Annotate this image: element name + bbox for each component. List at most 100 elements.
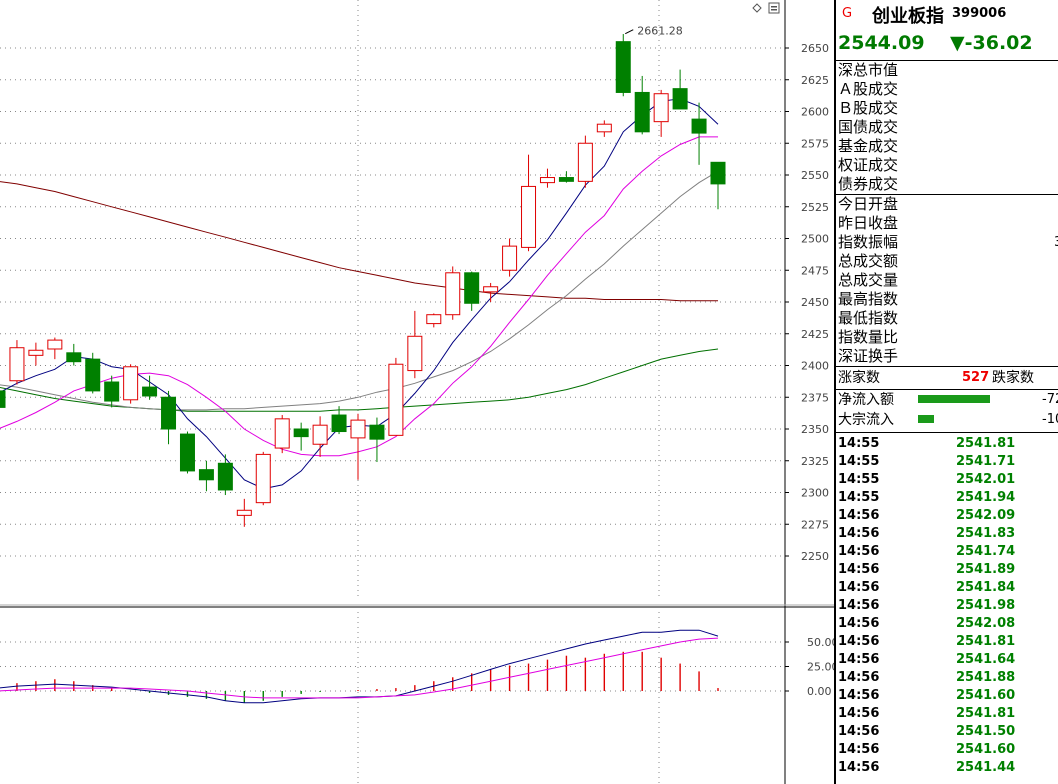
tick-time: 14:56 — [838, 526, 880, 541]
y-tick-label: 2575 — [801, 137, 829, 150]
y-tick-label: 2300 — [801, 487, 829, 500]
tick-time: 14:56 — [838, 688, 880, 703]
stat-row: 总成交量 — [836, 271, 1058, 290]
stat-row: 昨日收盘 — [836, 214, 1058, 233]
stat-row: 最低指数 — [836, 309, 1058, 328]
stat-row: 今日开盘 — [836, 195, 1058, 214]
flow-row: 净流入额 -72 — [836, 390, 1058, 410]
stat-label: 指数振幅 — [838, 233, 899, 251]
tick-time: 14:56 — [838, 742, 880, 757]
candle — [350, 419, 366, 439]
tick-time: 14:55 — [838, 490, 880, 505]
y-tick-label: 25.00 — [807, 661, 834, 674]
candle — [236, 509, 252, 516]
candle — [388, 363, 404, 436]
advance-decline-row: 涨家数 527 跌家数 — [836, 367, 1058, 390]
tick-time: 14:56 — [838, 598, 880, 613]
tick-price: 2541.84 — [956, 580, 1016, 595]
settings-icon[interactable] — [768, 2, 780, 14]
stat-label: Ａ股成交 — [838, 80, 899, 98]
candle — [653, 93, 669, 123]
flow-value: -10 — [1042, 412, 1058, 427]
candle — [634, 91, 650, 133]
flow-label: 净流入额 — [838, 392, 894, 408]
tick-time: 14:56 — [838, 634, 880, 649]
tick-price: 2541.83 — [956, 526, 1016, 541]
candle — [104, 381, 120, 402]
y-tick-label: 2650 — [801, 42, 829, 55]
ma10-line — [0, 136, 718, 457]
high-annotation-label: 2661.28 — [637, 25, 683, 38]
candle — [47, 339, 63, 350]
ma20-line — [0, 170, 719, 411]
y-tick-label: 2425 — [801, 328, 829, 341]
candle — [274, 418, 290, 449]
y-tick-label: 2525 — [801, 201, 829, 214]
stat-row: 指数量比 — [836, 328, 1058, 347]
stat-value: 3 — [1054, 233, 1058, 252]
tick-list[interactable]: 14:55 2541.81 14:55 2541.71 14:55 2542.01 14:5… — [836, 432, 1058, 777]
stat-label: 国债成交 — [838, 118, 899, 136]
candle — [9, 347, 25, 382]
y-tick-label: 2400 — [801, 360, 829, 373]
tick-price: 2541.60 — [956, 742, 1016, 757]
tick-row: 14:56 2541.81 — [836, 633, 1058, 651]
stat-label: 最低指数 — [838, 309, 899, 327]
dea-line — [0, 637, 719, 699]
tick-price: 2542.08 — [956, 616, 1016, 631]
stat-label: 债券成交 — [838, 175, 899, 193]
y-tick-label: 2550 — [801, 169, 829, 182]
y-tick-label: 50.00 — [807, 636, 834, 649]
y-tick-label: 2250 — [801, 550, 829, 563]
tick-row: 14:55 2541.81 — [836, 435, 1058, 453]
y-tick-label: 2500 — [801, 233, 829, 246]
stat-label: 权证成交 — [838, 156, 899, 174]
tick-row: 14:55 2542.01 — [836, 471, 1058, 489]
candle — [407, 335, 423, 372]
ma60-line — [0, 348, 719, 412]
tick-time: 14:55 — [838, 472, 880, 487]
chart-area[interactable]: 2650 2625 2600 2575 2550 2525 2500 2475 2450 2425… — [0, 0, 834, 784]
tick-price: 2541.81 — [956, 436, 1016, 451]
tick-price: 2541.71 — [956, 454, 1016, 469]
tick-row: 14:56 2541.64 — [836, 651, 1058, 669]
turnover-list: 深总市值 Ａ股成交 Ｂ股成交 国债成交 基金成交 权证成交 债券成交 — [836, 61, 1058, 195]
candle — [123, 366, 139, 401]
tick-price: 2541.88 — [956, 670, 1016, 685]
candle — [464, 272, 480, 304]
tick-price: 2542.09 — [956, 508, 1016, 523]
candlestick-chart[interactable]: 2650 2625 2600 2575 2550 2525 2500 2475 2450 2425… — [0, 0, 834, 784]
stat-label: 昨日收盘 — [838, 214, 899, 232]
stat-row: 最高指数 — [836, 290, 1058, 309]
y-tick-label: 2475 — [801, 264, 829, 277]
tick-time: 14:56 — [838, 706, 880, 721]
tick-price: 2541.98 — [956, 598, 1016, 613]
tick-row: 14:56 2542.08 — [836, 615, 1058, 633]
candle — [445, 272, 461, 316]
candle — [312, 424, 328, 445]
y-tick-label: 2625 — [801, 74, 829, 87]
flow-label: 大宗流入 — [838, 412, 894, 428]
down-count: 527 — [962, 370, 990, 385]
ma120-line — [0, 181, 718, 302]
candle — [426, 314, 442, 325]
tick-price: 2541.89 — [956, 562, 1016, 577]
index-marker: G — [842, 6, 853, 21]
tick-row: 14:56 2541.88 — [836, 669, 1058, 687]
stat-row: 总成交额 — [836, 252, 1058, 271]
tick-time: 14:56 — [838, 670, 880, 685]
candle — [255, 453, 271, 504]
index-change: ▼-36.02 — [950, 32, 1033, 54]
candle — [217, 462, 233, 491]
y-tick-label: 2600 — [801, 106, 829, 119]
tick-row: 14:56 2541.60 — [836, 741, 1058, 759]
stat-label: 深总市值 — [838, 61, 899, 79]
tick-row: 14:56 2541.83 — [836, 525, 1058, 543]
index-price: 2544.09 — [838, 32, 925, 54]
candle — [85, 358, 101, 392]
diamond-icon[interactable] — [752, 3, 762, 13]
tick-price: 2541.81 — [956, 706, 1016, 721]
stat-row: 指数振幅 3 — [836, 233, 1058, 252]
down-count-label: 跌家数 — [992, 370, 1034, 386]
tick-row: 14:56 2541.89 — [836, 561, 1058, 579]
